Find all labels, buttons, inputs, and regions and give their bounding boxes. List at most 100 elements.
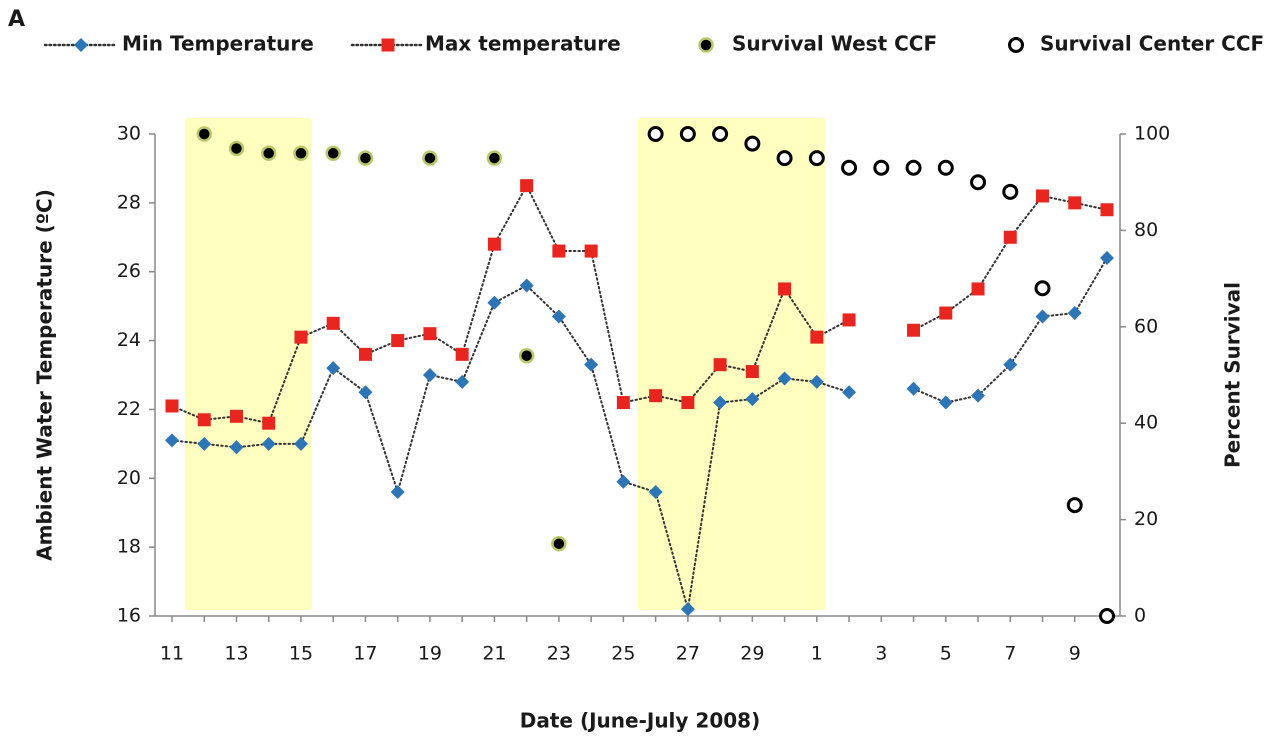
data-point [776,150,793,167]
data-point [196,126,212,142]
data-point [229,440,244,455]
y2-tick-label: 60 [1134,315,1158,337]
panel-label: A [8,7,25,32]
data-point [744,135,761,152]
x-tick-label: 1 [811,643,823,665]
data-point [584,357,599,372]
data-point [391,334,405,348]
legend-marker [381,38,395,52]
data-point [358,347,372,361]
data-point [584,244,598,258]
data-point [842,313,856,327]
data-point [262,416,276,430]
x-tick-label: 11 [160,643,184,665]
data-point [809,374,824,389]
data-point [873,159,890,176]
x-tick-label: 23 [547,643,571,665]
data-point [260,145,277,162]
data-point [487,295,502,310]
data-point [423,327,437,341]
data-point [971,282,985,296]
y2-tick-label: 0 [1134,605,1146,627]
data-point [422,150,438,166]
y-tick-label: 18 [117,536,141,558]
x-tick-label: 15 [289,643,313,665]
data-point [1068,196,1082,210]
data-point [713,358,727,372]
x-tick-label: 25 [611,643,635,665]
legend-marker [74,38,88,52]
y-tick-label: 16 [117,605,141,627]
data-point [422,368,437,382]
data-point [520,179,534,193]
data-point [455,347,469,361]
data-point [551,309,566,324]
data-point [1035,309,1050,324]
data-point [649,389,663,403]
legend-marker [698,37,714,53]
data-point [616,396,630,410]
data-point [1100,203,1114,217]
shaded-period [185,118,311,610]
y2-tick-label: 20 [1134,508,1158,530]
y-tick-label: 20 [117,467,141,489]
data-point [907,323,921,337]
data-point [358,385,373,400]
y2-tick-label: 40 [1134,412,1158,434]
data-point [745,365,759,379]
y-tick-label: 24 [117,329,141,351]
x-tick-label: 9 [1069,643,1081,665]
data-point [906,381,921,396]
data-point [680,602,695,617]
data-point [842,385,857,400]
x-tick-label: 19 [418,643,442,665]
data-point [777,371,792,386]
shaded-period [638,118,825,610]
data-point [518,347,535,364]
data-point [293,145,309,162]
data-point [712,126,729,142]
data-point [1066,497,1083,514]
x-tick-label: 17 [353,643,377,665]
data-point [1067,306,1082,321]
data-point [165,433,179,448]
data-point [808,150,825,167]
data-point [905,159,922,176]
data-point [229,409,243,423]
x-tick-label: 29 [740,643,764,665]
y2-tick-label: 100 [1134,123,1170,145]
y-tick-label: 30 [117,123,141,145]
legend-label: Survival Center CCF [1040,32,1264,56]
data-point [971,388,986,403]
legend-label: Min Temperature [122,32,314,56]
data-point [937,159,954,176]
y-tick-label: 22 [117,398,141,420]
data-point [1036,189,1050,203]
data-point [261,436,276,451]
data-point [939,306,953,320]
x-tick-label: 21 [482,643,506,665]
data-point [390,485,405,500]
data-point [938,395,953,410]
data-point [647,126,664,142]
x-tick-label: 5 [940,643,952,665]
data-point [552,244,566,258]
data-point [841,159,858,176]
legend-marker [1008,37,1024,53]
data-point [616,474,631,489]
y-axis-title: Ambient Water Temperature (ºC) [33,189,57,561]
data-point [745,392,760,407]
data-point [1100,250,1114,265]
data-point [1003,230,1017,244]
data-point [713,395,728,410]
y2-tick-label: 80 [1134,219,1158,241]
data-point [197,413,211,427]
data-point [778,282,792,296]
data-point [228,140,245,157]
data-point [679,126,696,142]
x-axis-title: Date (June-July 2008) [520,709,760,733]
y-tick-label: 28 [117,191,141,213]
x-tick-label: 27 [676,643,700,665]
data-point [326,316,340,330]
